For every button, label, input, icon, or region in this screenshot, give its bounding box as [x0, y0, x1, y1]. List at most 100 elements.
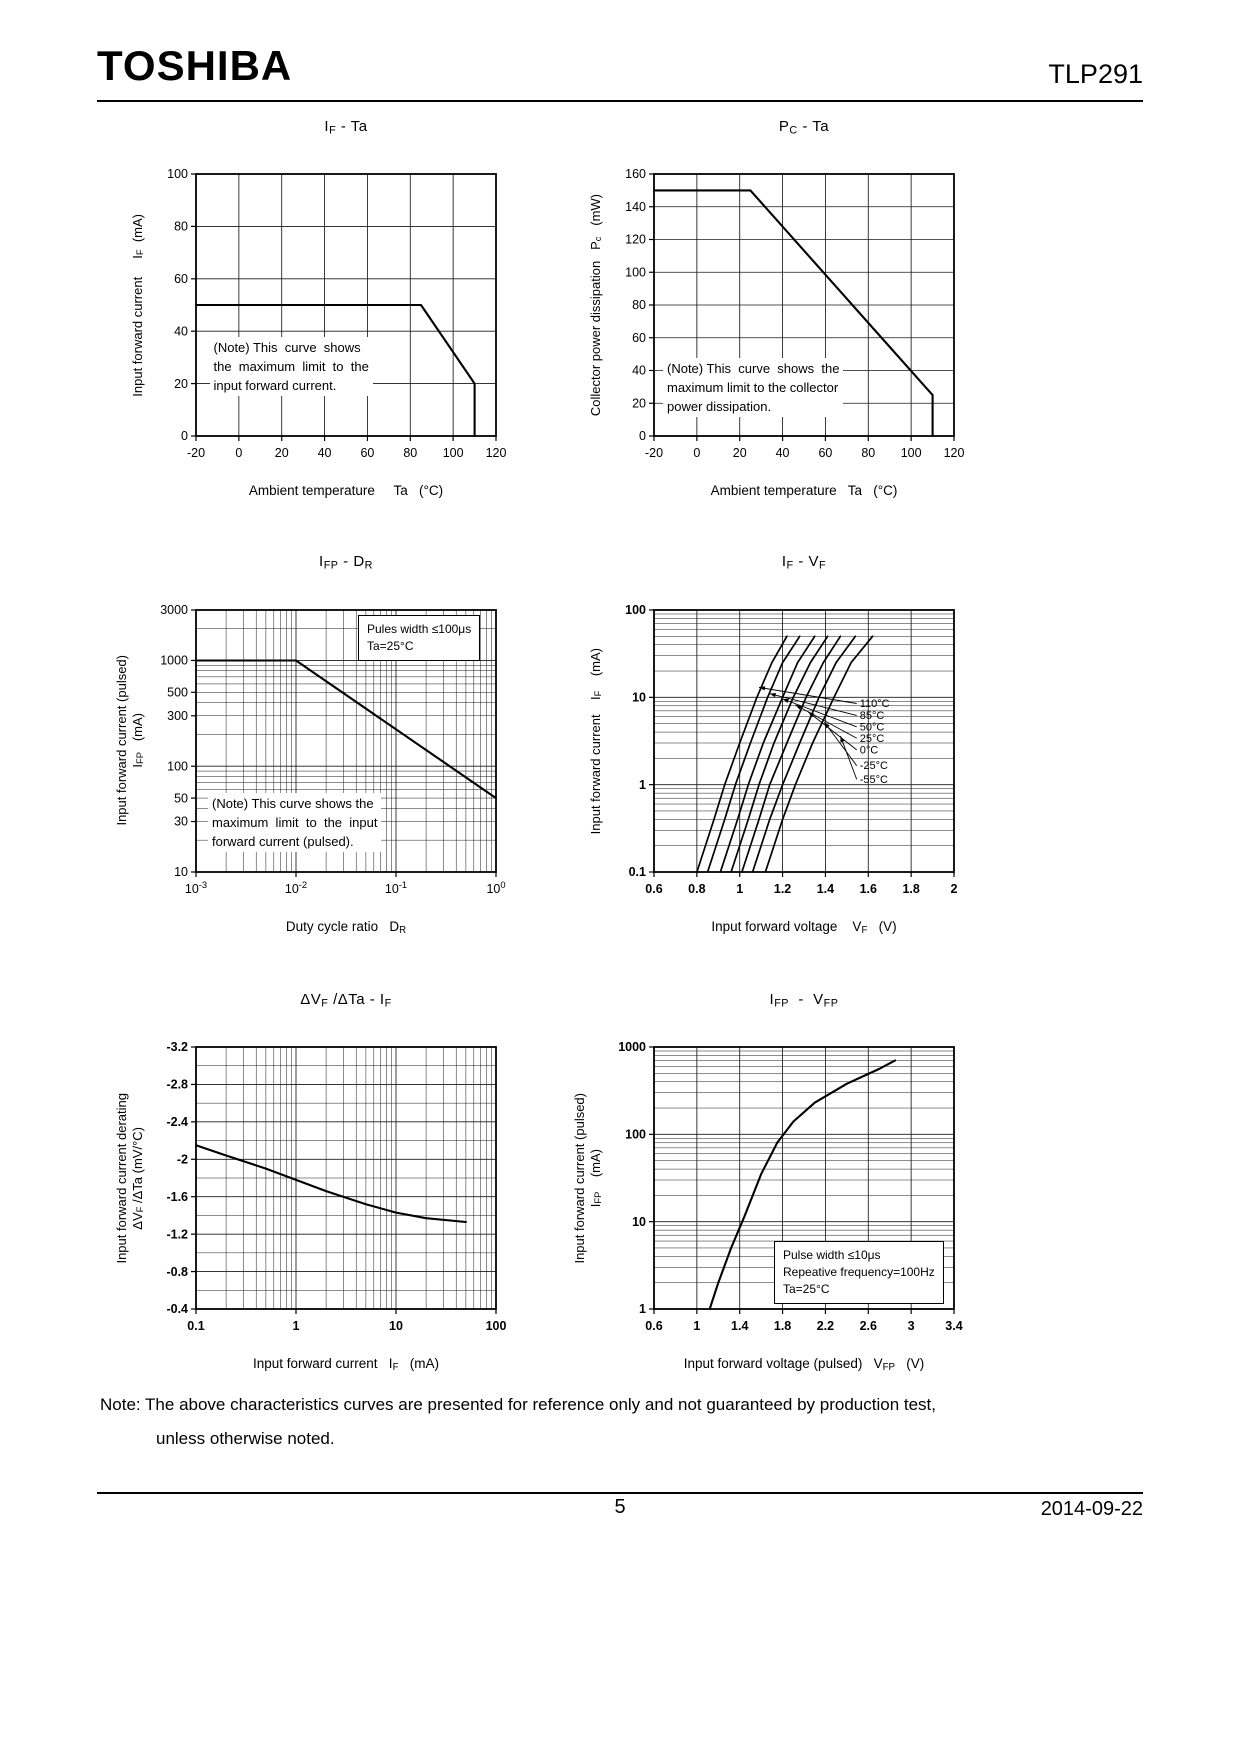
- svg-text:40: 40: [174, 325, 188, 339]
- svg-text:10: 10: [632, 690, 646, 704]
- svg-text:1000: 1000: [160, 653, 188, 667]
- svg-text:100: 100: [486, 1319, 507, 1333]
- svg-text:0: 0: [693, 446, 700, 460]
- svg-text:-0.8: -0.8: [166, 1265, 188, 1279]
- svg-text:-2.4: -2.4: [166, 1115, 188, 1129]
- svg-text:120: 120: [625, 233, 646, 247]
- page-header: TOSHIBA TLP291: [97, 42, 1143, 94]
- chart-if-ta: IF - Ta Input forward current IF (mA) -2…: [112, 118, 522, 498]
- svg-text:100: 100: [625, 603, 646, 617]
- svg-text:110°C: 110°C: [860, 698, 890, 710]
- svg-text:1.2: 1.2: [774, 882, 791, 896]
- test-conditions-box: Pules width ≤100μs Ta=25°C: [358, 614, 481, 661]
- svg-text:140: 140: [625, 200, 646, 214]
- svg-text:1.8: 1.8: [902, 882, 919, 896]
- charts-grid: IF - Ta Input forward current IF (mA) -2…: [112, 118, 980, 1373]
- if-vf-plot-svg: 0.6 0.8 1 1.2 1.4 1.6 1.8 2 0.1 1 10 100 110°C85°C50…: [625, 603, 958, 896]
- chart-ifp-vfp: IFP - VFP Input forward current (pulsed)…: [570, 991, 980, 1374]
- svg-text:100: 100: [167, 168, 188, 182]
- svg-text:-2: -2: [177, 1153, 188, 1167]
- svg-text:10-3: 10-3: [185, 880, 207, 896]
- page-number: 5: [614, 1496, 626, 1518]
- svg-text:0.1: 0.1: [629, 865, 646, 879]
- svg-text:-25°C: -25°C: [860, 760, 888, 772]
- svg-text:-3.2: -3.2: [166, 1040, 188, 1054]
- reference-note-line1: Note: The above characteristics curves a…: [100, 1395, 937, 1414]
- chart-body: Input forward current IF (mA) -20 0 20 40 60…: [112, 160, 522, 480]
- chart-title: IF - Ta: [324, 118, 368, 137]
- svg-text:10-2: 10-2: [285, 880, 307, 896]
- svg-text:1.4: 1.4: [817, 882, 834, 896]
- svg-text:10: 10: [389, 1319, 403, 1333]
- svg-text:2: 2: [951, 882, 958, 896]
- chart-title: PC - Ta: [778, 118, 830, 137]
- chart-ifp-dr: IFP - DR Input forward current (pulsed) I…: [112, 553, 522, 936]
- plot-area: 10-3 10-2 10-1 100 10 30 50 100 300 500 1000 3000 Pu…: [148, 596, 522, 916]
- y-axis-label: Input forward current (pulsed) IFP (mA): [113, 655, 145, 827]
- svg-text:0: 0: [639, 430, 646, 444]
- note-annotation: (Note) This curve shows the maximum limit…: [208, 793, 382, 853]
- reference-note: Note: The above characteristics curves a…: [100, 1388, 936, 1456]
- svg-text:50°C: 50°C: [860, 721, 885, 733]
- svg-text:3.4: 3.4: [945, 1319, 962, 1333]
- plot-area: 0.6 0.8 1 1.2 1.4 1.6 1.8 2 0.1 1 10 100 110°C 85°C 50…: [606, 596, 980, 916]
- svg-text:0°C: 0°C: [860, 744, 879, 756]
- x-axis-label: Input forward voltage (pulsed) VFP (V): [683, 1356, 925, 1374]
- svg-text:-1.2: -1.2: [166, 1228, 188, 1242]
- svg-text:1.6: 1.6: [860, 882, 877, 896]
- svg-text:-20: -20: [187, 446, 205, 460]
- svg-text:120: 120: [486, 446, 507, 460]
- note-annotation: (Note) This curve shows the maximum limit…: [663, 357, 844, 417]
- svg-text:100: 100: [443, 446, 464, 460]
- svg-text:85°C: 85°C: [860, 710, 885, 722]
- svg-text:10: 10: [174, 865, 188, 879]
- chart-body: Collector power dissipation Pc (mW) -20 0…: [570, 160, 980, 480]
- plot-area: 0.1 1 10 100 -3.2 -2.8 -2.4 -2 -1.6 -1.2 -0.8 -0.4: [148, 1033, 522, 1353]
- svg-text:1: 1: [639, 1302, 646, 1316]
- y-axis-label: Input forward current (pulsed) IFP (mA): [571, 1092, 603, 1264]
- svg-text:0: 0: [235, 446, 242, 460]
- svg-text:40: 40: [632, 364, 646, 378]
- page-footer: 5 2014-09-22: [97, 1492, 1143, 1532]
- svg-text:0.1: 0.1: [187, 1319, 204, 1333]
- toshiba-logo: TOSHIBA: [97, 42, 293, 89]
- x-axis-label: Input forward voltage VF (V): [711, 918, 897, 936]
- x-axis-label: Input forward current IF (mA): [253, 1356, 439, 1374]
- part-number: TLP291: [1048, 59, 1143, 89]
- svg-text:100: 100: [167, 759, 188, 773]
- svg-text:0: 0: [181, 430, 188, 444]
- svg-text:-0.4: -0.4: [166, 1302, 188, 1316]
- svg-text:1.8: 1.8: [774, 1319, 791, 1333]
- plot-area: 0.6 1 1.4 1.8 2.2 2.6 3 3.4 1 10 100 1000 Pulse widt…: [606, 1033, 980, 1353]
- svg-text:20: 20: [632, 397, 646, 411]
- chart-body: Input forward current (pulsed) IFP (mA) 0…: [570, 1033, 980, 1353]
- svg-text:40: 40: [776, 446, 790, 460]
- svg-text:50: 50: [174, 791, 188, 805]
- reference-note-line2: unless otherwise noted.: [156, 1429, 335, 1448]
- chart-title: ΔVF /ΔTa - IF: [300, 990, 392, 1010]
- svg-text:1000: 1000: [618, 1040, 646, 1054]
- svg-text:80: 80: [403, 446, 417, 460]
- y-axis-label: Input forward current IF (mA): [129, 214, 145, 397]
- svg-text:80: 80: [632, 299, 646, 313]
- svg-text:0.6: 0.6: [645, 1319, 662, 1333]
- svg-text:60: 60: [174, 272, 188, 286]
- x-axis-label: Ambient temperature Ta (°C): [710, 483, 898, 499]
- plot-area: -20 0 20 40 60 80 100 120 0 20 40 60 80 100 120 140 160 (…: [606, 160, 980, 480]
- svg-text:-1.6: -1.6: [166, 1190, 188, 1204]
- y-axis-label: Collector power dissipation Pc (mW): [587, 194, 603, 417]
- svg-text:10-1: 10-1: [385, 880, 407, 896]
- svg-text:1: 1: [693, 1319, 700, 1333]
- svg-text:25°C: 25°C: [860, 733, 885, 745]
- dvf-dta-if-plot-svg: 0.1 1 10 100 -3.2 -2.8 -2.4 -2 -1.6 -1.2 -0.8 -0.4: [166, 1040, 507, 1333]
- svg-text:80: 80: [174, 220, 188, 234]
- y-axis-label: Input forward current derating ΔVF /ΔTa (…: [113, 1092, 145, 1264]
- svg-text:30: 30: [174, 814, 188, 828]
- svg-text:100: 100: [625, 1128, 646, 1142]
- svg-text:-20: -20: [645, 446, 663, 460]
- svg-text:20: 20: [733, 446, 747, 460]
- if-ta-plot-svg: -20 0 20 40 60 80 100 120 0 20 40 60 80 100: [167, 168, 507, 461]
- svg-text:60: 60: [818, 446, 832, 460]
- chart-body: Input forward current (pulsed) IFP (mA) 1…: [112, 596, 522, 916]
